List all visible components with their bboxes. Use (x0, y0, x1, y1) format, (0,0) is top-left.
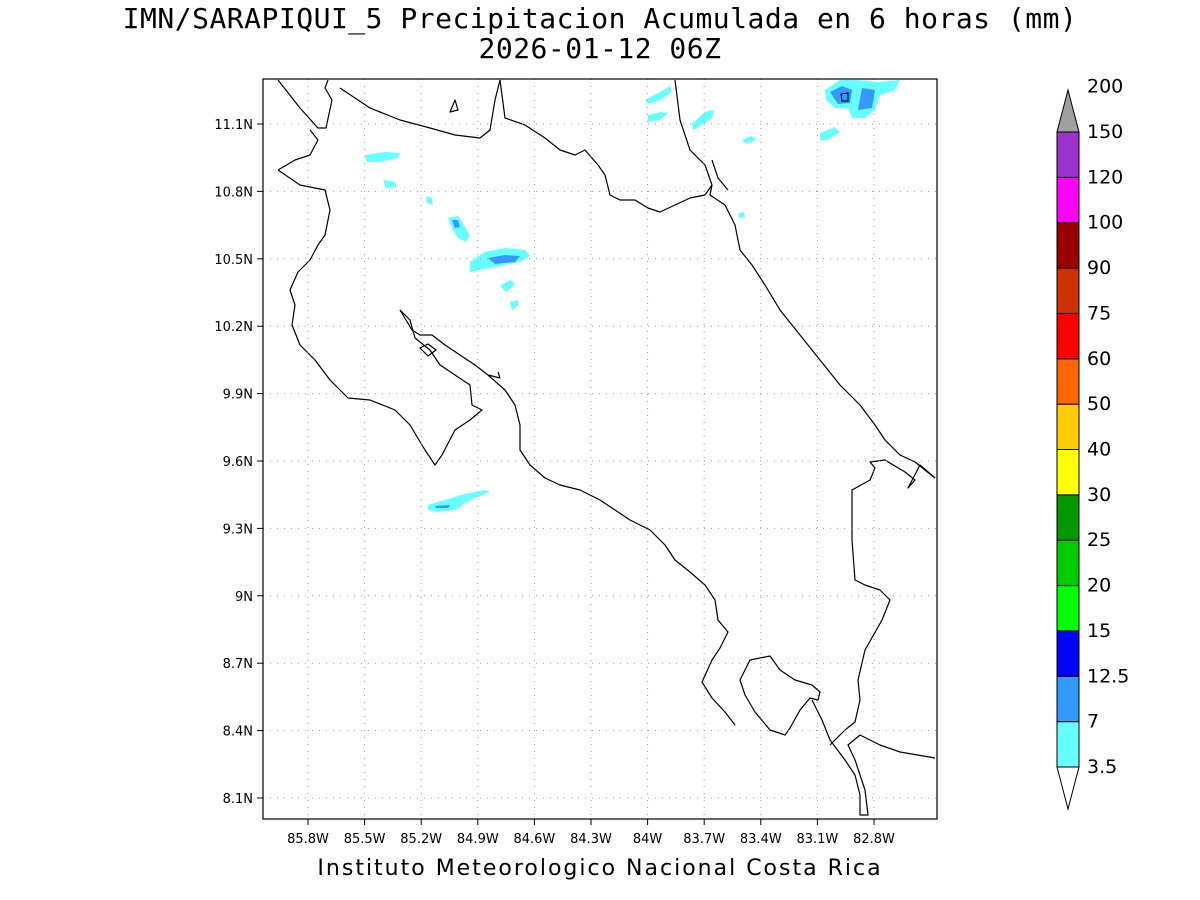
precip-patch (488, 255, 520, 264)
colorbar-swatch (1056, 675, 1080, 723)
colorbar-label: 100 (1087, 212, 1123, 234)
lat-tick-label: 9N (235, 590, 253, 605)
lon-tick-label: 83.4W (740, 832, 782, 847)
colorbar-label: 60 (1087, 348, 1111, 370)
lon-tick-label: 85.2W (400, 832, 442, 847)
colorbar-swatch (1056, 358, 1080, 405)
precip-patch (428, 490, 490, 512)
colorbar-swatch (1056, 539, 1080, 587)
precip-patch (365, 152, 400, 162)
map-title: IMN/SARAPIQUI_5 Precipitacion Acumulada … (122, 2, 1078, 35)
colorbar-label: 3.5 (1087, 756, 1117, 778)
footer-institution: Instituto Meteorologico Nacional Costa R… (317, 856, 883, 881)
lat-tick-label: 10.8N (214, 185, 253, 200)
lon-tick-label: 84.3W (570, 832, 612, 847)
coastline (277, 79, 936, 816)
colorbar-label: 90 (1087, 257, 1111, 279)
precip-patch (500, 280, 515, 292)
longitude-tick-labels: 85.8W 85.5W 85.2W 84.9W 84.6W 84.3W 84W 83.7W 83… (287, 832, 895, 847)
precip-patch (452, 220, 460, 228)
colorbar-label: 50 (1087, 393, 1111, 415)
colorbar-label: 40 (1087, 439, 1111, 461)
colorbar-swatch (1056, 131, 1080, 178)
colorbar-top-arrow (1056, 88, 1080, 133)
latitude-tick-labels: 11.1N 10.8N 10.5N 10.2N 9.9N 9.6N 9.3N 9N 8.7N 8.… (214, 118, 253, 807)
precip-patch (840, 92, 849, 102)
colorbar-swatch (1056, 630, 1080, 677)
precip-patch (645, 86, 672, 104)
map-subtitle-datetime: 2026-01-12 06Z (478, 32, 722, 65)
precip-patch (738, 212, 745, 218)
colorbar-label: 150 (1087, 121, 1123, 143)
lat-tick-label: 9.9N (223, 388, 253, 403)
colorbar-swatch (1056, 176, 1080, 224)
colorbar-swatch (1056, 721, 1080, 768)
map-frame (262, 78, 938, 820)
colorbar-swatch (1056, 449, 1080, 496)
precip-patch (426, 196, 433, 205)
colorbar-swatch (1056, 312, 1080, 360)
lon-tick-label: 82.8W (853, 832, 895, 847)
colorbar-label: 200 (1087, 76, 1123, 98)
lon-tick-label: 83.1W (796, 832, 838, 847)
precipitation-contours (365, 80, 900, 512)
lon-tick-label: 84.6W (513, 832, 555, 847)
lat-tick-label: 10.2N (214, 320, 253, 335)
lat-tick-label: 9.3N (223, 522, 253, 537)
lat-tick-label: 10.5N (214, 253, 253, 268)
colorbar-swatch (1056, 222, 1080, 269)
lon-tick-label: 84W (633, 832, 663, 847)
precip-patch (435, 505, 450, 508)
lat-tick-label: 8.1N (223, 792, 253, 807)
precip-patch (648, 112, 668, 122)
grid-lines (257, 79, 937, 825)
lon-tick-label: 85.5W (344, 832, 386, 847)
colorbar-label: 75 (1087, 302, 1111, 324)
precip-patch (692, 110, 714, 130)
colorbar-label: 12.5 (1087, 665, 1129, 687)
precip-patch (742, 136, 756, 144)
lat-tick-label: 8.7N (223, 657, 253, 672)
precip-patch (820, 127, 840, 140)
lat-tick-label: 11.1N (214, 118, 253, 133)
colorbar-swatch (1056, 267, 1080, 314)
colorbar-label: 15 (1087, 620, 1111, 642)
colorbar-swatch (1056, 585, 1080, 632)
lon-tick-label: 84.9W (457, 832, 499, 847)
colorbar-label: 120 (1087, 166, 1123, 188)
precip-patch (510, 300, 518, 310)
colorbar-label: 25 (1087, 529, 1111, 551)
lon-tick-label: 85.8W (287, 832, 329, 847)
colorbar-label: 30 (1087, 484, 1111, 506)
lon-tick-label: 83.7W (683, 832, 725, 847)
colorbar-swatch (1056, 494, 1080, 541)
lat-tick-label: 9.6N (223, 455, 253, 470)
precip-patch (383, 180, 397, 188)
colorbar-label: 20 (1087, 575, 1111, 597)
colorbar-legend: 3.5 7 12.5 15 20 25 30 40 50 60 75 90 100 120 150 200 (1056, 76, 1129, 811)
colorbar-swatch (1056, 403, 1080, 450)
precip-patch (448, 216, 470, 242)
lat-tick-label: 8.4N (223, 725, 253, 740)
colorbar-label: 7 (1087, 711, 1099, 733)
precip-patch (858, 88, 875, 110)
colorbar-bottom-arrow (1056, 766, 1080, 811)
